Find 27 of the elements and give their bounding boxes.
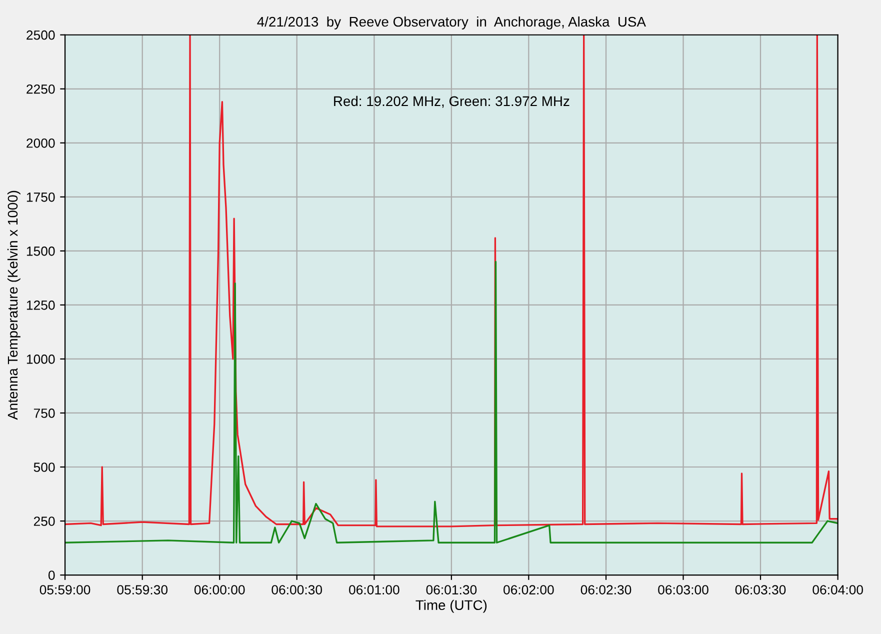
x-tick-label: 06:03:30 xyxy=(735,585,786,594)
x-tick-label: 06:02:30 xyxy=(580,585,632,594)
x-tick-label: 06:00:30 xyxy=(272,585,322,594)
y-tick-label: 750 xyxy=(34,408,55,418)
y-tick-label: 500 xyxy=(34,462,55,472)
x-tick-label: 06:03:00 xyxy=(658,585,708,594)
y-tick-label: 250 xyxy=(34,516,55,526)
annotation: Red: 19.202 MHz, Green: 31.972 MHz xyxy=(334,96,570,108)
x-tick-label: 06:01:30 xyxy=(426,585,477,594)
y-tick-label: 1750 xyxy=(26,192,55,202)
line-series xyxy=(65,260,838,544)
x-tick-label: 06:01:00 xyxy=(349,585,400,594)
x-tick-label: 06:04:00 xyxy=(812,585,863,594)
x-tick-label: 05:59:00 xyxy=(40,585,90,594)
x-tick-label: 06:02:00 xyxy=(504,585,554,594)
y-tick-label: 2000 xyxy=(26,138,55,148)
y-tick-label: 2250 xyxy=(26,84,55,94)
y-tick-label: 2500 xyxy=(26,30,55,40)
x-tick-label: 05:59:30 xyxy=(117,585,168,594)
chart-title: 4/21/2013 by Reeve Observatory in Anchorage, Alaska USA xyxy=(257,16,646,30)
y-tick-label: 0 xyxy=(48,570,55,580)
y-tick-label: 1000 xyxy=(26,354,55,364)
x-tick-label: 06:00:00 xyxy=(194,585,245,594)
y-axis-title: Antenna Temperature (Kelvin x 1000) xyxy=(7,190,20,420)
y-tick-label: 1500 xyxy=(26,246,55,256)
y-tick-label: 1250 xyxy=(26,300,55,310)
x-axis-title: Time (UTC) xyxy=(416,600,487,613)
